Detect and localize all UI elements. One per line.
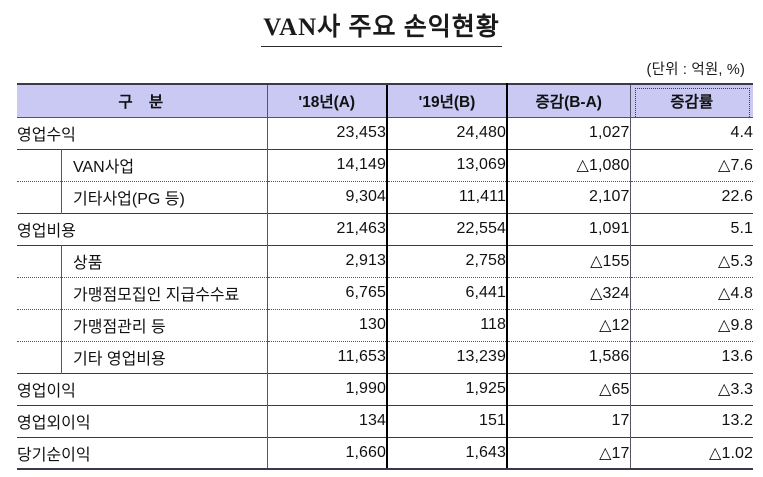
cell-y2018: 130 bbox=[267, 308, 388, 341]
cell-rate: 13.2 bbox=[630, 404, 753, 437]
cell-rate: △5.3 bbox=[630, 244, 753, 277]
cell-y2019: 151 bbox=[386, 404, 508, 437]
table-row: 기타 영업비용 11,653 13,239 1,586 13.6 bbox=[17, 340, 753, 374]
cell-y2019: 2,758 bbox=[386, 244, 508, 277]
cell-rate: △1.02 bbox=[630, 436, 753, 470]
table-row: 기타사업(PG 등) 9,304 11,411 2,107 22.6 bbox=[17, 180, 753, 214]
cell-y2018: 6,765 bbox=[267, 276, 388, 309]
table-row: 상품 2,913 2,758 △155 △5.3 bbox=[17, 244, 753, 278]
cell-y2019: 24,480 bbox=[386, 117, 508, 149]
table-row: 영업비용 21,463 22,554 1,091 5.1 bbox=[17, 212, 753, 245]
table-row: 가맹점관리 등 130 118 △12 △9.8 bbox=[17, 308, 753, 342]
cell-y2018: 1,990 bbox=[267, 372, 388, 405]
table-row: VAN사업 14,149 13,069 △1,080 △7.6 bbox=[17, 148, 753, 182]
cell-diff: △1,080 bbox=[507, 148, 631, 181]
column-header-item: 구 분 bbox=[17, 83, 268, 118]
table-row: 영업이익 1,990 1,925 △65 △3.3 bbox=[17, 372, 753, 405]
cell-rate: 22.6 bbox=[630, 180, 753, 213]
cell-y2018: 23,453 bbox=[267, 117, 388, 149]
cell-y2018: 2,913 bbox=[267, 244, 388, 277]
unit-note: (단위 : 억원, %) bbox=[646, 62, 745, 78]
row-label: 기타사업(PG 등) bbox=[17, 180, 268, 214]
row-label: 가맹점관리 등 bbox=[17, 308, 268, 342]
column-header-rate: 증감률 bbox=[630, 83, 753, 118]
cell-rate: △4.8 bbox=[630, 276, 753, 309]
row-label: 영업수익 bbox=[17, 117, 268, 149]
cell-rate: 5.1 bbox=[630, 212, 753, 245]
cell-diff: △12 bbox=[507, 308, 631, 341]
row-label: 가맹점모집인 지급수수료 bbox=[17, 276, 268, 310]
title-container: VAN사 주요 손익현황 bbox=[0, 14, 763, 47]
page-title: VAN사 주요 손익현황 bbox=[261, 14, 502, 47]
cell-y2019: 13,069 bbox=[386, 148, 508, 181]
cell-y2019: 6,441 bbox=[386, 276, 508, 309]
cell-y2019: 1,925 bbox=[386, 372, 508, 405]
cell-rate: 4.4 bbox=[630, 117, 753, 149]
row-label: 상품 bbox=[17, 244, 268, 278]
cell-rate: △3.3 bbox=[630, 372, 753, 405]
cell-y2019: 13,239 bbox=[386, 340, 508, 373]
cell-y2018: 21,463 bbox=[267, 212, 388, 245]
cell-rate: △7.6 bbox=[630, 148, 753, 181]
table-row: 당기순이익 1,660 1,643 △17 △1.02 bbox=[17, 436, 753, 470]
table-row: 가맹점모집인 지급수수료 6,765 6,441 △324 △4.8 bbox=[17, 276, 753, 310]
cell-rate: △9.8 bbox=[630, 308, 753, 341]
cell-y2019: 11,411 bbox=[386, 180, 508, 213]
cell-diff: △155 bbox=[507, 244, 631, 277]
row-label: 영업외이익 bbox=[17, 404, 268, 437]
cell-rate: 13.6 bbox=[630, 340, 753, 373]
cell-diff: 2,107 bbox=[507, 180, 631, 213]
financial-table: 구 분 '18년(A) '19년(B) 증감(B-A) 증감률 영업수익 23,4… bbox=[17, 83, 753, 470]
column-header-rate-label: 증감률 bbox=[670, 93, 714, 111]
cell-y2018: 134 bbox=[267, 404, 388, 437]
cell-y2019: 22,554 bbox=[386, 212, 508, 245]
cell-y2018: 1,660 bbox=[267, 436, 388, 470]
row-label: VAN사업 bbox=[17, 148, 268, 182]
cell-diff: 1,586 bbox=[507, 340, 631, 373]
row-label: 당기순이익 bbox=[17, 436, 268, 470]
row-label: 영업이익 bbox=[17, 372, 268, 405]
table-body: 영업수익 23,453 24,480 1,027 4.4 VAN사업 14,149 13,06… bbox=[17, 117, 753, 470]
cell-y2018: 9,304 bbox=[267, 180, 388, 213]
cell-diff: 17 bbox=[507, 404, 631, 437]
cell-diff: △324 bbox=[507, 276, 631, 309]
table-header-row: 구 분 '18년(A) '19년(B) 증감(B-A) 증감률 bbox=[17, 83, 753, 118]
row-label: 기타 영업비용 bbox=[17, 340, 268, 374]
cell-y2019: 1,643 bbox=[386, 436, 508, 470]
column-header-diff: 증감(B-A) bbox=[507, 83, 631, 118]
column-header-y2018: '18년(A) bbox=[267, 83, 388, 118]
cell-y2018: 14,149 bbox=[267, 148, 388, 181]
table-row: 영업외이익 134 151 17 13.2 bbox=[17, 404, 753, 437]
financial-table-container: 구 분 '18년(A) '19년(B) 증감(B-A) 증감률 영업수익 23,4… bbox=[17, 83, 753, 470]
column-header-y2019: '19년(B) bbox=[386, 83, 508, 118]
row-label: 영업비용 bbox=[17, 212, 268, 245]
cell-diff: 1,091 bbox=[507, 212, 631, 245]
cell-diff: △17 bbox=[507, 436, 631, 470]
cell-diff: 1,027 bbox=[507, 117, 631, 149]
table-header: 구 분 '18년(A) '19년(B) 증감(B-A) 증감률 bbox=[17, 83, 753, 118]
table-row: 영업수익 23,453 24,480 1,027 4.4 bbox=[17, 117, 753, 149]
cell-y2018: 11,653 bbox=[267, 340, 388, 373]
cell-y2019: 118 bbox=[386, 308, 508, 341]
cell-diff: △65 bbox=[507, 372, 631, 405]
